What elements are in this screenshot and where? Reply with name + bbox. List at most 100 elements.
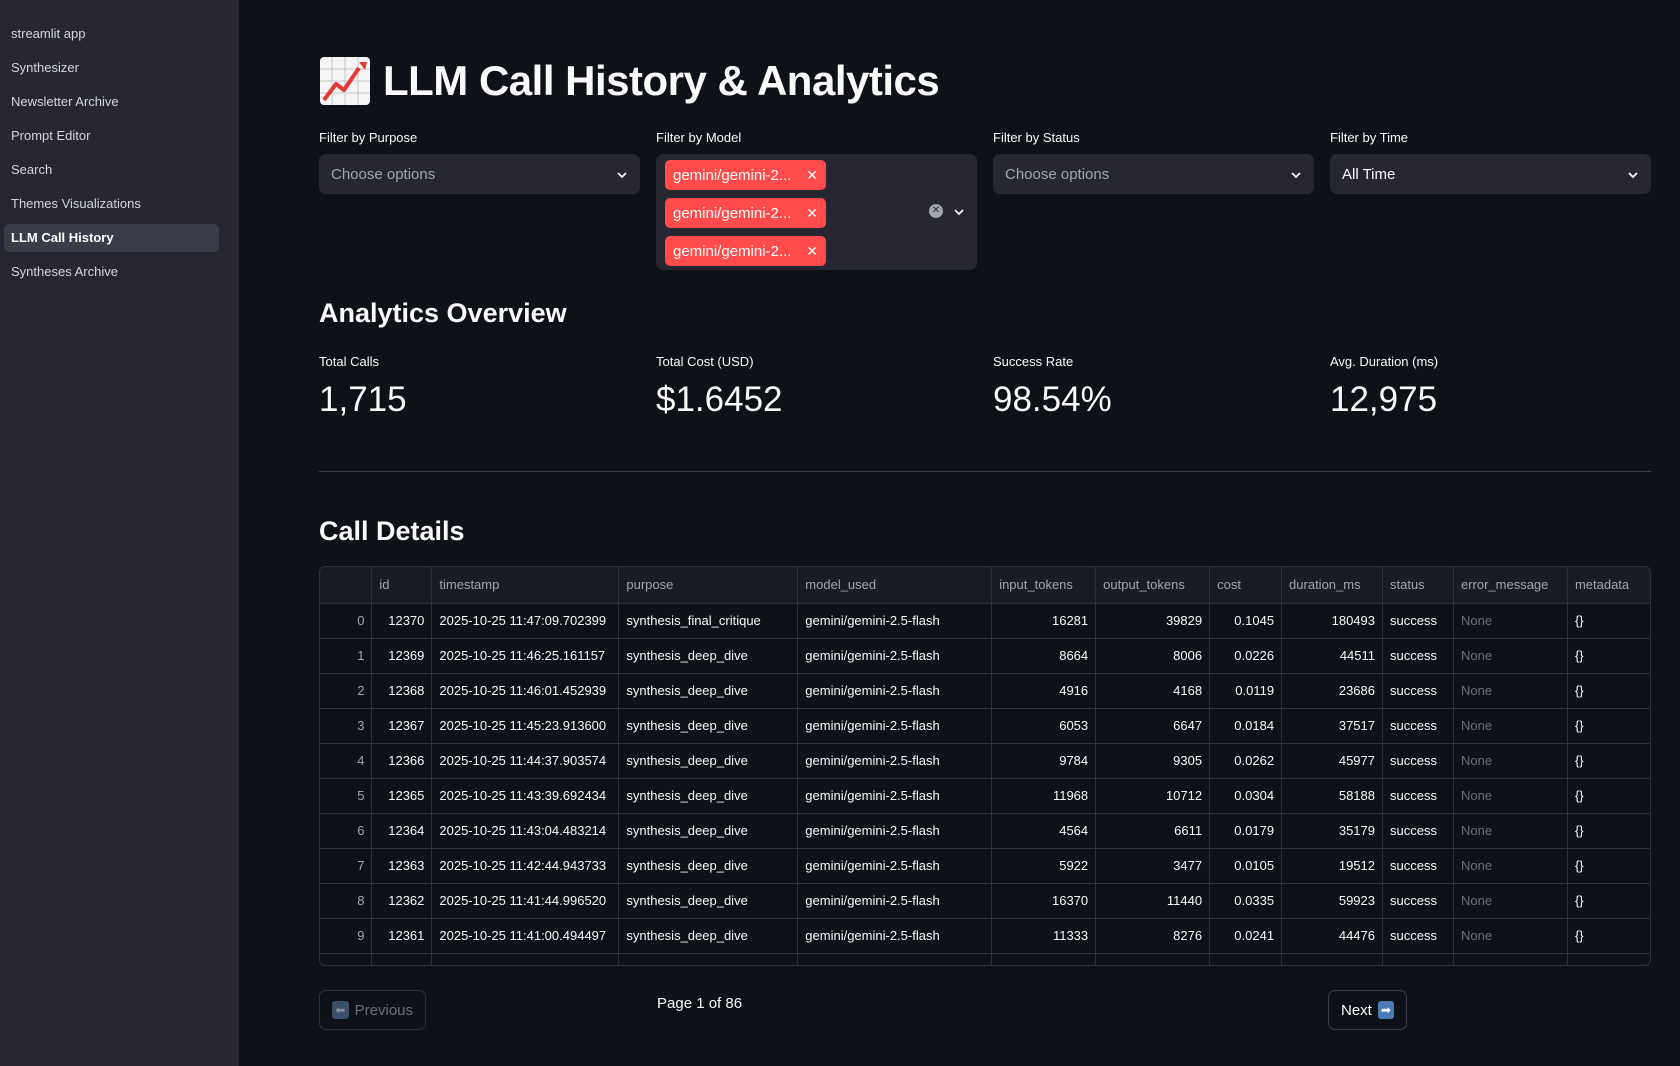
table-cell: 4916 [991,673,1097,709]
filter-model-multiselect[interactable]: gemini/gemini-2... ✕ gemini/gemini-2... … [656,154,977,270]
table-cell: gemini/gemini-2.5-flash [797,743,993,779]
table-row[interactable]: 9 12361 2025-10-25 11:41:00.494497 synthesi… [320,918,1650,954]
column-header[interactable]: metadata [1567,567,1650,604]
table-cell: gemini/gemini-2.5-flash [797,708,993,744]
table-cell: 6053 [991,708,1097,744]
metric-value: 98.54% [993,380,1112,419]
filter-model: Filter by Model gemini/gemini-2... ✕ gem… [656,128,977,270]
filter-purpose: Filter by Purpose Choose options [319,128,640,194]
table-cell: 23686 [1281,673,1383,709]
left-arrow-icon: ⬅ [332,1001,349,1019]
table-cell: None [1453,673,1568,709]
column-header[interactable]: id [371,567,433,604]
chevron-down-icon[interactable] [953,205,965,217]
filter-time-value: All Time [1342,165,1396,183]
table-cell: gemini/gemini-2.5-flash [797,778,993,814]
table-cell: 2025-10-25 11:44:37.903574 [431,743,620,779]
table-cell: 0 [320,603,373,639]
table-row[interactable]: 1 12369 2025-10-25 11:46:25.161157 synthesi… [320,638,1650,674]
table-cell: 45977 [1281,743,1383,779]
model-chip: gemini/gemini-2... ✕ [665,160,826,190]
table-cell [1095,953,1211,965]
sidebar-item-syntheses-archive[interactable]: Syntheses Archive [11,264,118,279]
metric-total-calls: Total Calls 1,715 [319,352,640,420]
table-row[interactable]: 2 12368 2025-10-25 11:46:01.452939 synthesi… [320,673,1650,709]
table-cell: 6647 [1095,708,1211,744]
filter-purpose-select[interactable]: Choose options [319,154,640,194]
close-icon[interactable]: ✕ [806,166,818,183]
table-cell: 2025-10-25 11:46:01.452939 [431,673,620,709]
column-header[interactable]: status [1382,567,1454,604]
table-row-partial[interactable] [320,953,1650,965]
column-header[interactable]: error_message [1453,567,1568,604]
table-cell: 4168 [1095,673,1211,709]
table-row[interactable]: 0 12370 2025-10-25 11:47:09.702399 synthesi… [320,603,1650,639]
sidebar-item-synthesizer[interactable]: Synthesizer [11,60,79,75]
table-cell: synthesis_deep_dive [618,778,799,814]
next-button[interactable]: Next ➡ [1328,990,1407,1030]
filter-time: Filter by Time All Time [1330,128,1651,194]
table-row[interactable]: 8 12362 2025-10-25 11:41:44.996520 synthesi… [320,883,1650,919]
clear-all-icon[interactable]: ✕ [929,204,943,218]
sidebar-item-search[interactable]: Search [11,162,53,177]
table-cell: 19512 [1281,848,1383,884]
close-icon[interactable]: ✕ [806,242,818,259]
right-arrow-icon: ➡ [1377,1001,1394,1019]
table-row[interactable]: 3 12367 2025-10-25 11:45:23.913600 synthesi… [320,708,1650,744]
call-details-table[interactable]: id timestamp purpose model_used input_to… [319,566,1651,966]
table-cell: 44511 [1281,638,1383,674]
table-cell: 8 [320,883,373,919]
table-cell: gemini/gemini-2.5-flash [797,638,993,674]
table-cell: gemini/gemini-2.5-flash [797,883,993,919]
table-cell: success [1382,673,1454,709]
table-cell: gemini/gemini-2.5-flash [797,848,993,884]
metric-label: Total Calls [319,354,379,369]
column-header[interactable]: timestamp [431,567,620,604]
table-cell: 12369 [371,638,433,674]
sidebar-item-prompt-editor[interactable]: Prompt Editor [11,128,91,143]
table-cell: 9784 [991,743,1097,779]
table-cell: gemini/gemini-2.5-flash [797,813,993,849]
table-cell: 0.0105 [1209,848,1283,884]
table-cell: {} [1567,848,1650,884]
table-cell [1281,953,1383,965]
column-header[interactable] [320,567,373,604]
model-chip-label: gemini/gemini-2... [673,242,792,260]
previous-button[interactable]: ⬅ Previous [319,990,426,1030]
column-header[interactable]: cost [1209,567,1283,604]
page-title-text: LLM Call History & Analytics [383,57,940,104]
table-cell [991,953,1097,965]
sidebar-item-llm-call-history[interactable]: LLM Call History [4,224,219,252]
table-cell: 12361 [371,918,433,954]
close-icon[interactable]: ✕ [806,204,818,221]
column-header[interactable]: input_tokens [991,567,1097,604]
table-cell [797,953,993,965]
filter-status-select[interactable]: Choose options [993,154,1314,194]
call-details-heading: Call Details [319,516,465,546]
sidebar-item-streamlit-app[interactable]: streamlit app [11,26,86,41]
model-chip: gemini/gemini-2... ✕ [665,198,826,228]
column-header[interactable]: output_tokens [1095,567,1211,604]
chevron-down-icon [1290,168,1302,180]
table-row[interactable]: 4 12366 2025-10-25 11:44:37.903574 synthesi… [320,743,1650,779]
table-cell: 3 [320,708,373,744]
sidebar-item-themes-visualizations[interactable]: Themes Visualizations [11,196,141,211]
model-chip-label: gemini/gemini-2... [673,204,792,222]
table-row[interactable]: 6 12364 2025-10-25 11:43:04.483214 synthesi… [320,813,1650,849]
table-row[interactable]: 7 12363 2025-10-25 11:42:44.943733 synthesi… [320,848,1650,884]
table-cell: 3477 [1095,848,1211,884]
table-cell: 1 [320,638,373,674]
column-header[interactable]: purpose [618,567,799,604]
table-cell: None [1453,883,1568,919]
table-cell: 5922 [991,848,1097,884]
table-cell: 2025-10-25 11:43:39.692434 [431,778,620,814]
table-row[interactable]: 5 12365 2025-10-25 11:43:39.692434 synthesi… [320,778,1650,814]
table-cell: 0.0262 [1209,743,1283,779]
multiselect-controls: ✕ [929,204,965,218]
column-header[interactable]: model_used [797,567,993,604]
filter-time-select[interactable]: All Time [1330,154,1651,194]
sidebar-item-newsletter-archive[interactable]: Newsletter Archive [11,94,119,109]
column-header[interactable]: duration_ms [1281,567,1383,604]
table-cell: success [1382,813,1454,849]
table-cell: 8276 [1095,918,1211,954]
